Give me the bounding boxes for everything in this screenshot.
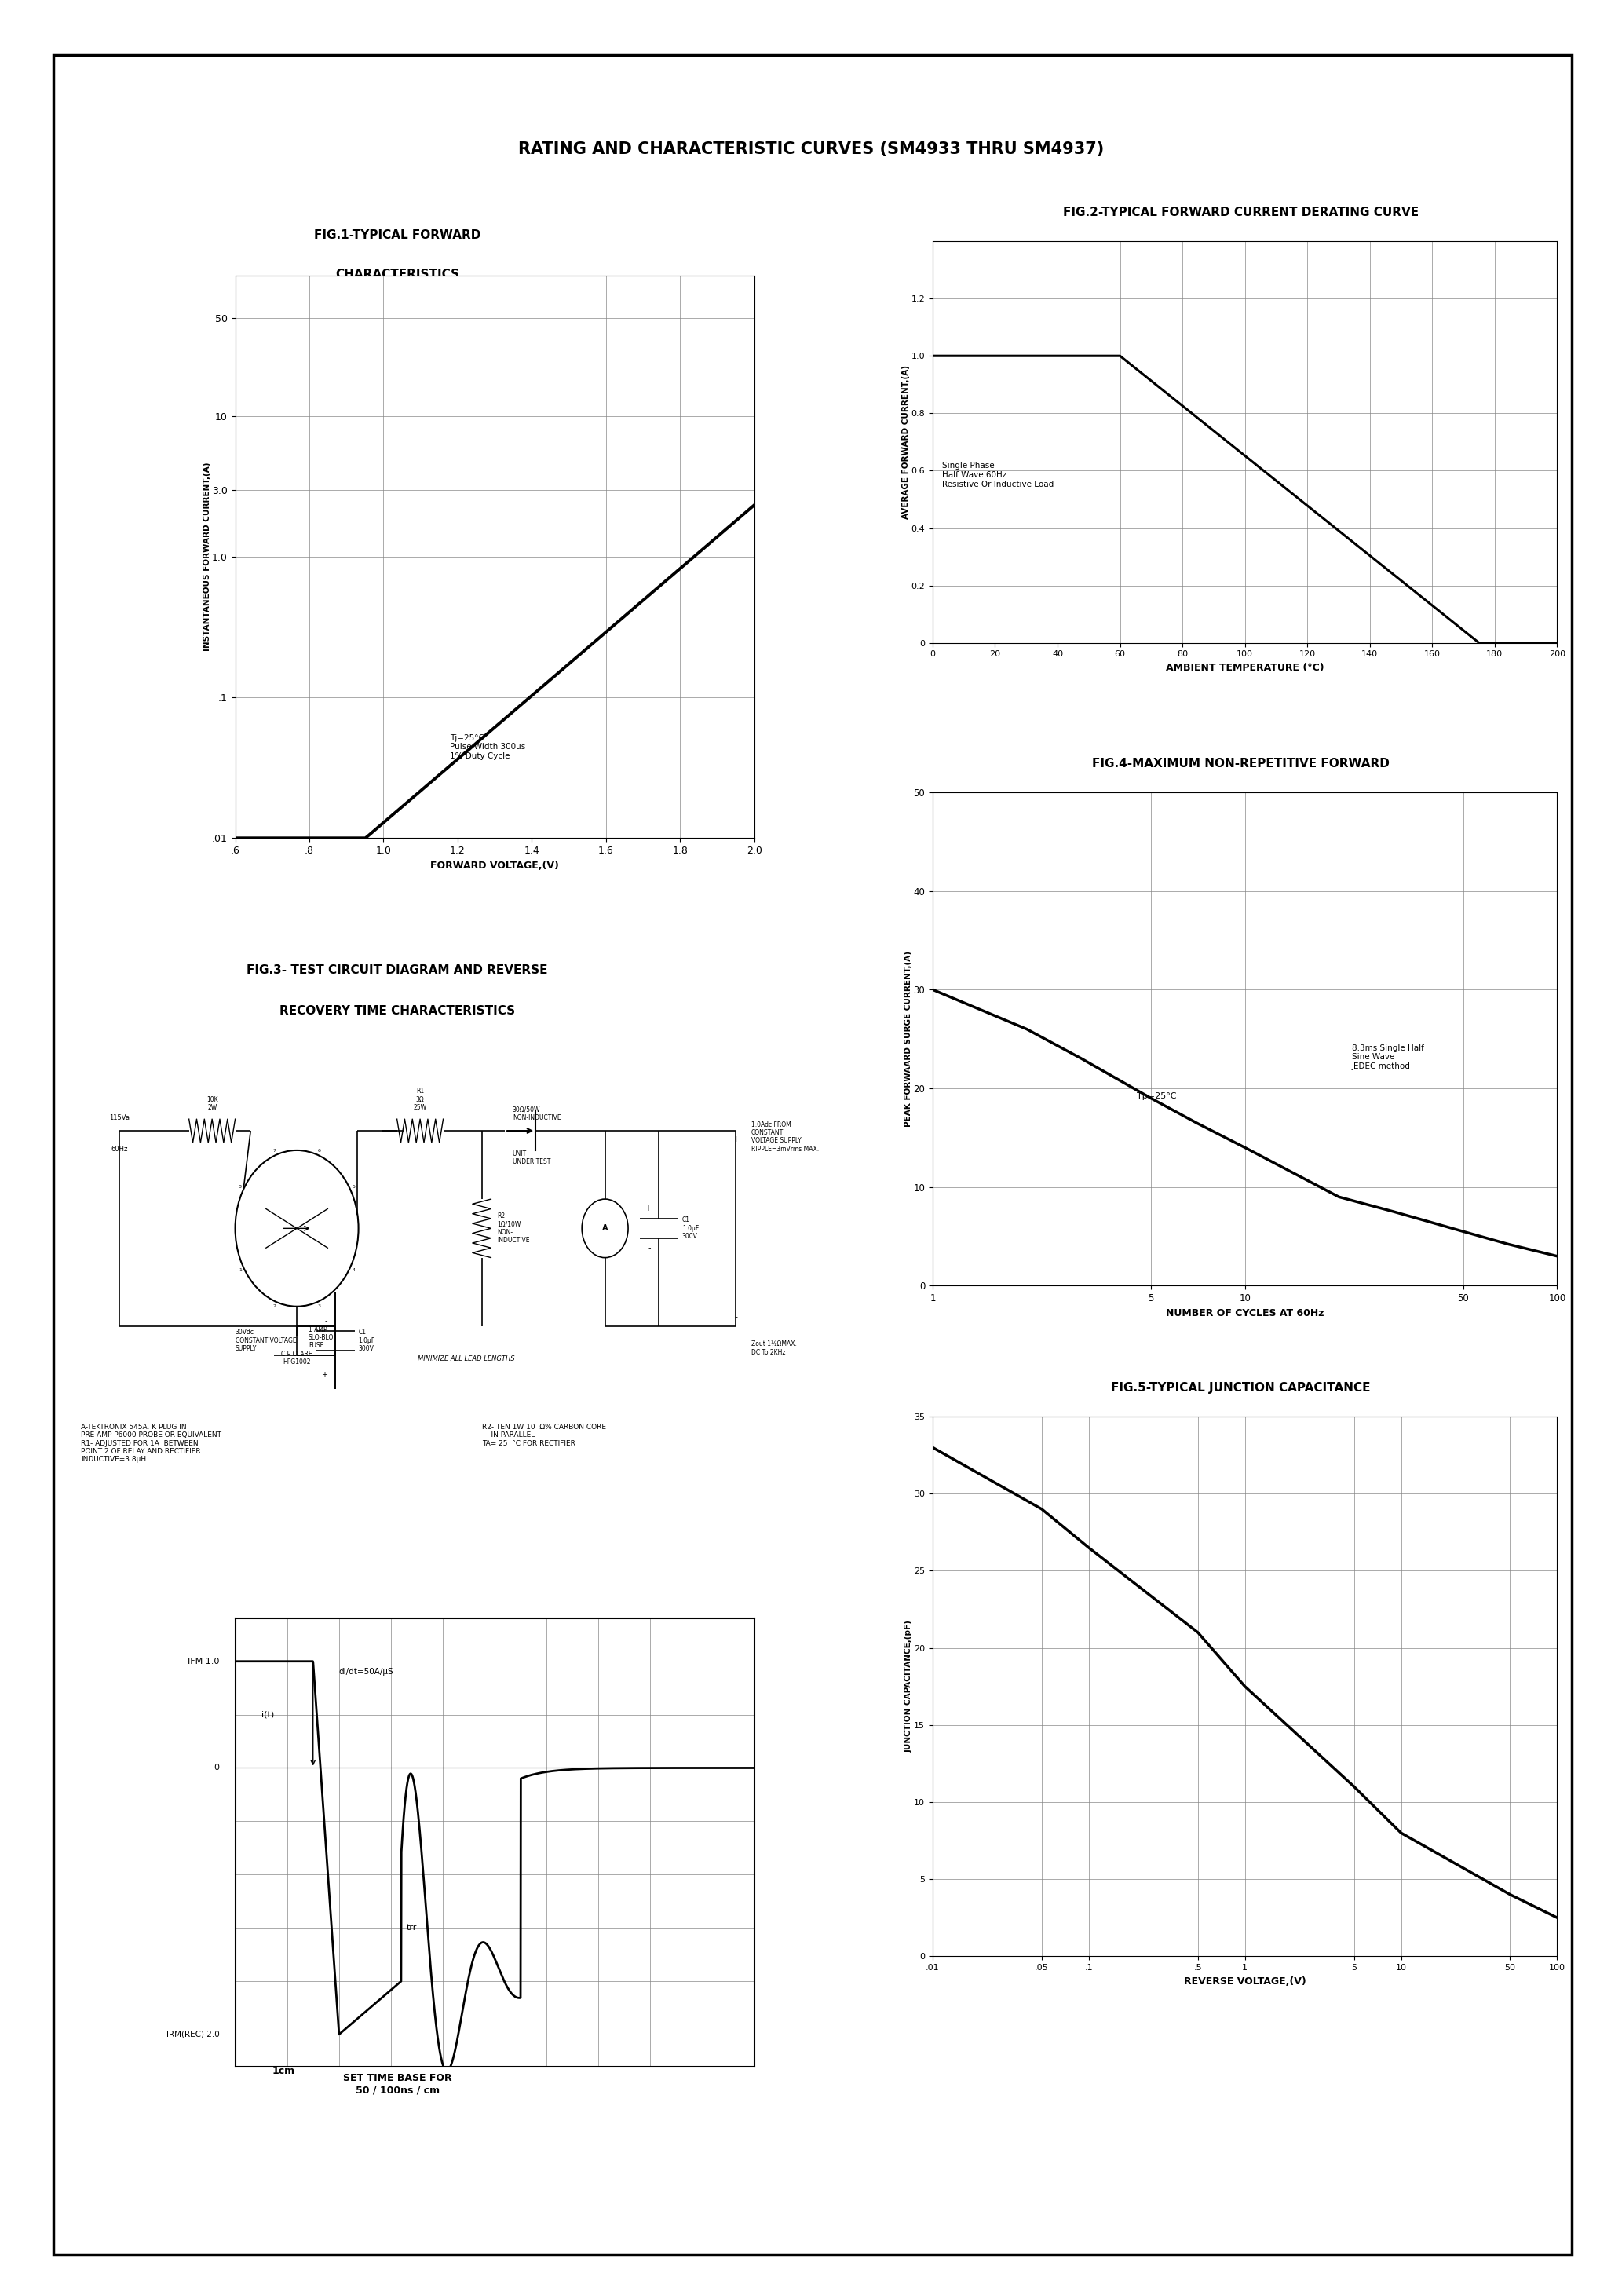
Text: -: - [324,1318,328,1325]
Text: di/dt=50A/μS: di/dt=50A/μS [339,1669,394,1676]
Y-axis label: INSTANTANEOUS FORWARD CURRENT,(A): INSTANTANEOUS FORWARD CURRENT,(A) [203,461,211,652]
Text: A: A [602,1224,608,1233]
Text: -: - [735,1313,738,1320]
Text: 4: 4 [352,1267,355,1272]
Text: FIG.1-TYPICAL FORWARD: FIG.1-TYPICAL FORWARD [315,230,480,241]
Text: i(t): i(t) [261,1711,274,1717]
X-axis label: REVERSE VOLTAGE,(V): REVERSE VOLTAGE,(V) [1184,1977,1306,1986]
Text: 8: 8 [238,1185,242,1189]
Text: +: + [646,1205,652,1212]
Text: R1
3Ω
25W: R1 3Ω 25W [414,1088,427,1111]
Text: 0: 0 [214,1763,219,1773]
Text: 6: 6 [318,1148,321,1153]
Text: IRM(REC) 2.0: IRM(REC) 2.0 [167,2030,219,2039]
Text: MINIMIZE ALL LEAD LENGTHS: MINIMIZE ALL LEAD LENGTHS [418,1355,514,1362]
Text: 8.3ms Single Half
Sine Wave
JEDEC method: 8.3ms Single Half Sine Wave JEDEC method [1351,1045,1424,1070]
Text: SURGE CURRENT: SURGE CURRENT [1184,794,1298,806]
Text: RATING AND CHARACTERISTIC CURVES (SM4933 THRU SM4937): RATING AND CHARACTERISTIC CURVES (SM4933… [517,142,1105,156]
Text: 1 AMP
SLO-BLO
FUSE: 1 AMP SLO-BLO FUSE [308,1325,334,1350]
Text: Zout 1½ΩMAX.
DC To 2KHz: Zout 1½ΩMAX. DC To 2KHz [751,1341,796,1357]
Text: 60Hz: 60Hz [112,1146,128,1153]
Text: R2
1Ω/10W
NON-
INDUCTIVE: R2 1Ω/10W NON- INDUCTIVE [498,1212,530,1244]
Text: R2- TEN 1W 10  Ω% CARBON CORE
    IN PARALLEL
TA= 25  °C FOR RECTIFIER: R2- TEN 1W 10 Ω% CARBON CORE IN PARALLEL… [482,1424,605,1446]
Text: 30Ω/50W
NON-INDUCTIVE: 30Ω/50W NON-INDUCTIVE [513,1107,561,1120]
Text: 5: 5 [352,1185,355,1189]
Text: RECOVERY TIME CHARACTERISTICS: RECOVERY TIME CHARACTERISTICS [279,1006,516,1017]
Text: 10K
2W: 10K 2W [206,1095,217,1111]
Text: 7: 7 [272,1148,276,1153]
X-axis label: FORWARD VOLTAGE,(V): FORWARD VOLTAGE,(V) [430,861,560,870]
Text: -: - [649,1244,652,1251]
Text: Tp=25°C: Tp=25°C [1137,1093,1176,1100]
Text: UNIT
UNDER TEST: UNIT UNDER TEST [513,1150,550,1166]
Text: 3: 3 [318,1304,321,1309]
X-axis label: NUMBER OF CYCLES AT 60Hz: NUMBER OF CYCLES AT 60Hz [1166,1309,1324,1318]
Text: IFM 1.0: IFM 1.0 [188,1658,219,1665]
Text: Tj=25°C
Pulse Width 300us
1% Duty Cycle: Tj=25°C Pulse Width 300us 1% Duty Cycle [451,735,526,760]
Text: C1
1.0μF
300V: C1 1.0μF 300V [683,1217,699,1240]
Text: FIG.4-MAXIMUM NON-REPETITIVE FORWARD: FIG.4-MAXIMUM NON-REPETITIVE FORWARD [1092,758,1390,769]
Text: C P CLARE
HPG1002: C P CLARE HPG1002 [281,1350,313,1366]
Text: A-TEKTRONIX 545A. K PLUG IN
PRE AMP P6000 PROBE OR EQUIVALENT
R1- ADJUSTED FOR 1: A-TEKTRONIX 545A. K PLUG IN PRE AMP P600… [81,1424,222,1463]
Text: 30Vdc
CONSTANT VOLTAGE
SUPPLY: 30Vdc CONSTANT VOLTAGE SUPPLY [235,1329,297,1352]
Text: FIG.5-TYPICAL JUNCTION CAPACITANCE: FIG.5-TYPICAL JUNCTION CAPACITANCE [1111,1382,1371,1394]
Y-axis label: JUNCTION CAPACITANCE,(pF): JUNCTION CAPACITANCE,(pF) [905,1621,913,1752]
Text: Single Phase
Half Wave 60Hz
Resistive Or Inductive Load: Single Phase Half Wave 60Hz Resistive Or… [942,461,1054,489]
Text: +: + [732,1137,740,1143]
Text: C1
1.0μF
300V: C1 1.0μF 300V [358,1329,375,1352]
Text: 2: 2 [272,1304,276,1309]
Text: +: + [321,1371,328,1378]
Text: 115Va: 115Va [109,1114,130,1120]
Text: FIG.3- TEST CIRCUIT DIAGRAM AND REVERSE: FIG.3- TEST CIRCUIT DIAGRAM AND REVERSE [247,964,548,976]
Text: 1cm: 1cm [272,2066,295,2076]
X-axis label: AMBIENT TEMPERATURE (°C): AMBIENT TEMPERATURE (°C) [1166,664,1324,673]
Text: SET TIME BASE FOR
50 / 100ns / cm: SET TIME BASE FOR 50 / 100ns / cm [342,2073,453,2096]
Text: 1: 1 [238,1267,242,1272]
Y-axis label: PEAK FORWAARD SURGE CURRENT,(A): PEAK FORWAARD SURGE CURRENT,(A) [905,951,912,1127]
Text: CHARACTERISTICS: CHARACTERISTICS [336,269,459,280]
Y-axis label: AVERAGE FORWARD CURRENT,(A): AVERAGE FORWARD CURRENT,(A) [902,365,910,519]
Text: 1.0Adc FROM
CONSTANT
VOLTAGE SUPPLY
RIPPLE=3mVrms MAX.: 1.0Adc FROM CONSTANT VOLTAGE SUPPLY RIPP… [751,1120,819,1153]
Text: trr: trr [407,1924,417,1931]
Text: FIG.2-TYPICAL FORWARD CURRENT DERATING CURVE: FIG.2-TYPICAL FORWARD CURRENT DERATING C… [1062,207,1419,218]
